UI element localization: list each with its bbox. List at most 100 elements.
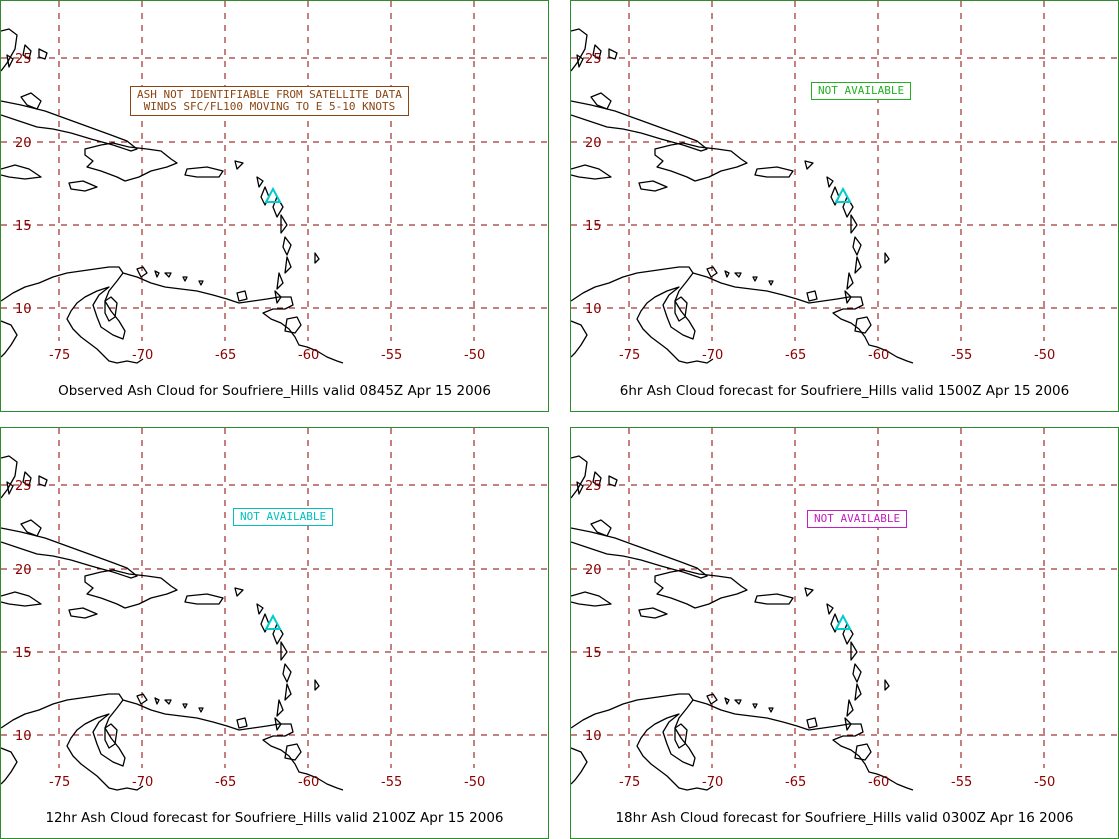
coastline-segment [182, 276, 188, 282]
coastline-segment [280, 214, 288, 234]
lon-tick-label: -50 [464, 348, 485, 363]
coastline-segment [884, 252, 890, 264]
volcano-triangle-icon [264, 613, 282, 630]
coastline-segment [282, 663, 292, 683]
ash-note-line-1: NOT AVAILABLE [818, 84, 905, 97]
coastline-segment [654, 569, 748, 609]
lon-tick-label: -60 [868, 775, 889, 790]
coastline-segment [571, 591, 612, 607]
coastline-segment [724, 270, 730, 278]
coastline-segment [754, 166, 794, 178]
coastline-segment [692, 699, 914, 791]
coastline-segment [272, 623, 284, 645]
coastline [1, 455, 344, 791]
lon-tick-label: -55 [381, 775, 402, 790]
lon-tick-label: -65 [785, 348, 806, 363]
coastline-segment [804, 587, 814, 597]
lon-tick-label: -70 [702, 775, 723, 790]
coastline-segment [830, 613, 840, 633]
coastline-segment [571, 693, 714, 791]
coastline-segment [1, 266, 144, 364]
lon-tick-label: -65 [785, 775, 806, 790]
lon-tick-label: -60 [298, 348, 319, 363]
lat-tick-label: 15 [585, 646, 602, 661]
lat-tick-label: 20 [15, 136, 32, 151]
lat-tick-label: 25 [585, 479, 602, 494]
lat-tick-label: 15 [585, 219, 602, 234]
lon-tick-label: -60 [868, 348, 889, 363]
panel-18hr: 25 20 15 10 -75 -70 -65 -60 -55 -50 NOT AVAILABLE… [570, 427, 1119, 839]
ash-note-line-2: WINDS SFC/FL100 MOVING TO E 5-10 KNOTS [143, 100, 396, 113]
coastline-segment [236, 717, 248, 729]
ash-note-line-1: ASH NOT IDENTIFIABLE FROM SATELLITE DATA [137, 88, 402, 101]
coastline-segment [854, 256, 862, 274]
coastline-segment [122, 699, 344, 791]
map-6hr: 25 20 15 10 -75 -70 -65 -60 -55 -50 [571, 1, 1118, 364]
panel-caption: Observed Ash Cloud for Soufriere_Hills v… [58, 383, 491, 399]
coastline-segment [1, 747, 18, 785]
coastline-segment [854, 316, 872, 334]
coastline-segment [198, 280, 204, 286]
lon-tick-label: -70 [702, 348, 723, 363]
coastline-segment [804, 160, 814, 170]
coastline-segment [1, 164, 42, 180]
coastline-segment [276, 699, 284, 717]
coastline-segment [284, 256, 292, 274]
lat-tick-label: 25 [585, 52, 602, 67]
coastline-segment [272, 196, 284, 218]
lat-tick-label: 20 [15, 563, 32, 578]
ash-note-line-1: NOT AVAILABLE [814, 512, 901, 525]
coastline-segment [1, 28, 18, 72]
lat-tick-label: 25 [15, 52, 32, 67]
coastline-segment [608, 48, 618, 60]
coastline-segment [724, 697, 730, 705]
coastline-segment [236, 290, 248, 302]
lon-tick-label: -75 [49, 348, 70, 363]
coastline-segment [852, 236, 862, 256]
coastline-segment [846, 272, 854, 290]
coastline-segment [260, 613, 270, 633]
coastline-segment [674, 723, 688, 749]
coastline-segment [314, 679, 320, 691]
coastline-segment [842, 623, 854, 645]
coastline-segment [122, 272, 344, 364]
lat-tick-label: 20 [585, 563, 602, 578]
coastline-segment [1, 455, 18, 499]
lon-tick-label: -75 [619, 348, 640, 363]
coastline-segment [280, 641, 288, 661]
coastline-segment [752, 276, 758, 282]
coastline-segment [20, 519, 42, 537]
coastline-segment [20, 92, 42, 110]
volcano-triangle-icon [264, 186, 282, 203]
coastline-segment [154, 270, 160, 278]
coastline-segment [571, 320, 588, 358]
coastline-segment [38, 48, 48, 60]
coastline-segment [164, 699, 172, 705]
lon-tick-label: -60 [298, 775, 319, 790]
panel-caption: 12hr Ash Cloud forecast for Soufriere_Hi… [45, 810, 504, 826]
coastline-segment [576, 481, 584, 495]
coastline-segment [314, 252, 320, 264]
coastline-segment [1, 100, 138, 152]
coastline-segment [842, 196, 854, 218]
coastline-segment [692, 272, 914, 364]
coastline-segment [282, 236, 292, 256]
coastline-segment [846, 699, 854, 717]
coastline-segment [752, 703, 758, 709]
coastline-segment [571, 455, 588, 499]
coastline-segment [1, 320, 18, 358]
coastline-segment [884, 679, 890, 691]
coastline-segment [852, 663, 862, 683]
coastline-segment [854, 683, 862, 701]
coastline-segment [1, 527, 138, 579]
coastline-segment [6, 54, 14, 68]
coastline-segment [256, 176, 264, 188]
coastline [571, 455, 914, 791]
coastline-segment [768, 707, 774, 713]
volcano-triangle-icon [834, 613, 852, 630]
lon-tick-label: -65 [215, 775, 236, 790]
coastline-segment [104, 723, 118, 749]
coastline-segment [768, 280, 774, 286]
panel-caption: 6hr Ash Cloud forecast for Soufriere_Hil… [619, 383, 1070, 399]
lon-tick-label: -50 [1034, 348, 1055, 363]
